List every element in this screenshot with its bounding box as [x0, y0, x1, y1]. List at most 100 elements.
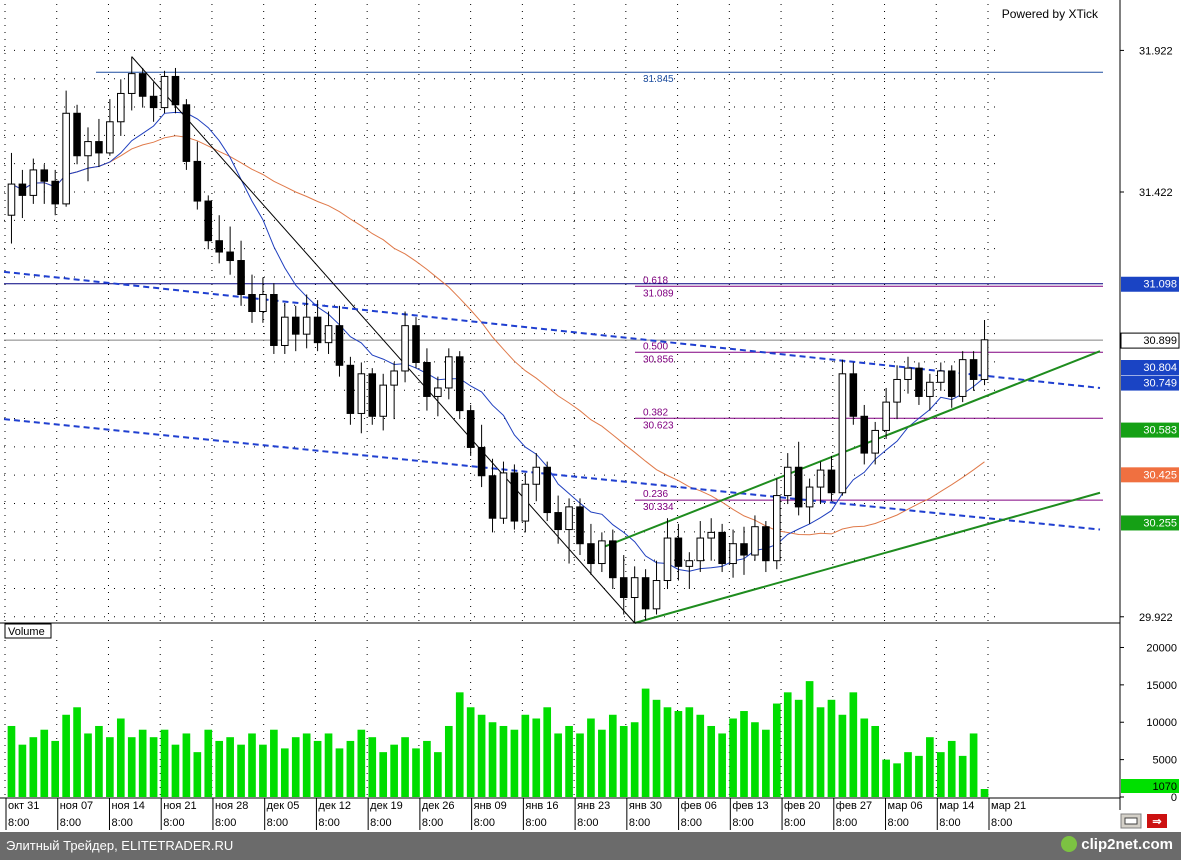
exit-icon[interactable]: ⇒: [1147, 814, 1167, 828]
candle-body: [270, 294, 278, 346]
candle-body: [346, 364, 355, 414]
x-time-label: 8:00: [888, 817, 909, 829]
candle-body: [488, 475, 497, 519]
volume-bar: [543, 707, 552, 797]
x-tick-label: дек 26: [422, 800, 455, 812]
candle-body: [871, 429, 879, 454]
x-tick-label: янв 09: [474, 800, 507, 812]
volume-bar: [434, 752, 442, 797]
candle-body: [969, 359, 978, 380]
x-time-label: 8:00: [577, 817, 598, 829]
candle-body: [510, 472, 519, 522]
x-time-label: 8:00: [370, 817, 391, 829]
candle-body: [980, 339, 989, 380]
volume-bar: [685, 707, 694, 797]
volume-bar: [587, 718, 595, 797]
candle-body: [882, 401, 890, 431]
candle-body: [423, 361, 431, 397]
candle-body: [926, 381, 934, 397]
clip2net-logo: clip2net.com: [1061, 836, 1173, 853]
volume-bar: [849, 692, 858, 797]
volume-bar: [926, 737, 934, 797]
candle-body: [248, 294, 256, 313]
candle-body: [51, 180, 59, 205]
x-time-label: 8:00: [939, 817, 960, 829]
candle-body: [827, 469, 836, 494]
volume-bar: [29, 737, 38, 797]
volume-bar: [149, 737, 158, 797]
price-tag-label: 31.098: [1143, 279, 1177, 291]
footer-site-text: Элитный Трейдер, ELITETRADER.RU: [6, 838, 234, 853]
candle-body: [29, 169, 38, 196]
volume-bar: [302, 733, 311, 797]
candle-body: [466, 410, 475, 448]
volume-bars: Volume: [4, 623, 989, 797]
candle-body: [674, 537, 683, 567]
candle-body: [554, 512, 562, 531]
candle-body: [434, 387, 442, 397]
candle-body: [182, 104, 191, 162]
fib-price-label: 30.623: [643, 420, 674, 431]
candle-body: [783, 466, 792, 497]
downtrend-line: [131, 56, 636, 624]
volume-bar: [576, 733, 584, 797]
candle-body: [138, 73, 147, 97]
price-tag-label: 30.583: [1143, 425, 1177, 437]
volume-bar: [466, 707, 475, 797]
candle-body: [740, 543, 748, 556]
volume-bar: [794, 699, 803, 797]
volume-bar: [193, 752, 202, 797]
x-tick-label: дек 19: [370, 800, 403, 812]
candle-body: [40, 169, 49, 182]
volume-bar: [62, 714, 70, 797]
candlesticks: [7, 56, 989, 623]
candle-body: [915, 367, 923, 397]
chart-svg: 31.845 0.618 31.089 0.500 30.856 0.382 30.623 0…: [0, 0, 1181, 832]
volume-bar: [455, 692, 464, 797]
x-time-label: 8:00: [991, 817, 1012, 829]
y-tick-label: 29.922: [1139, 612, 1173, 624]
clip2net-text: clip2net.com: [1081, 836, 1173, 853]
x-time-label: 8:00: [784, 817, 805, 829]
volume-bar: [936, 752, 945, 797]
scrollbar-icon[interactable]: [1120, 813, 1142, 829]
volume-bar: [226, 737, 234, 797]
fibonacci-levels: 31.845 0.618 31.089 0.500 30.856 0.382 30.623 0…: [4, 71, 1103, 513]
price-tag-label: 30.804: [1143, 362, 1177, 374]
x-tick-label: фев 27: [836, 800, 872, 812]
candle-body: [95, 141, 103, 154]
x-time-label: 8:00: [422, 817, 443, 829]
volume-bar: [18, 744, 27, 797]
candle-body: [193, 160, 202, 202]
x-tick-label: фев 20: [784, 800, 820, 812]
volume-bar: [783, 692, 792, 797]
volume-bar: [84, 733, 92, 797]
volume-bar: [73, 707, 81, 797]
volume-bar: [816, 707, 825, 797]
volume-bar: [95, 725, 103, 797]
volume-tag: [1121, 779, 1179, 794]
candle-body: [390, 370, 398, 386]
chart-background: [0, 0, 1181, 832]
volume-bar: [969, 733, 978, 797]
volume-label: Volume: [8, 626, 45, 638]
volume-bar: [499, 725, 508, 797]
candle-body: [794, 466, 803, 508]
candle-body: [477, 446, 486, 477]
y-tick-label: 31.422: [1139, 187, 1173, 199]
volume-bar: [663, 707, 672, 797]
volume-bar: [652, 699, 661, 797]
price-tags: 31.098 30.899 30.804 30.749 30.583 30.425 30.2…: [1120, 276, 1180, 794]
x-tick-label: янв 16: [525, 800, 558, 812]
channel-lower-line: [634, 491, 1101, 624]
candle-body: [576, 506, 584, 545]
x-time-label: 8:00: [474, 817, 495, 829]
volume-bar: [182, 733, 191, 797]
x-time-label: 8:00: [681, 817, 702, 829]
volume-bar: [423, 740, 431, 797]
clip2net-logo-icon: [1061, 836, 1078, 852]
x-tick-label: ноя 07: [60, 800, 93, 812]
volume-bar: [871, 725, 880, 797]
price-tag: [1120, 332, 1180, 349]
volume-bar: [444, 725, 453, 797]
